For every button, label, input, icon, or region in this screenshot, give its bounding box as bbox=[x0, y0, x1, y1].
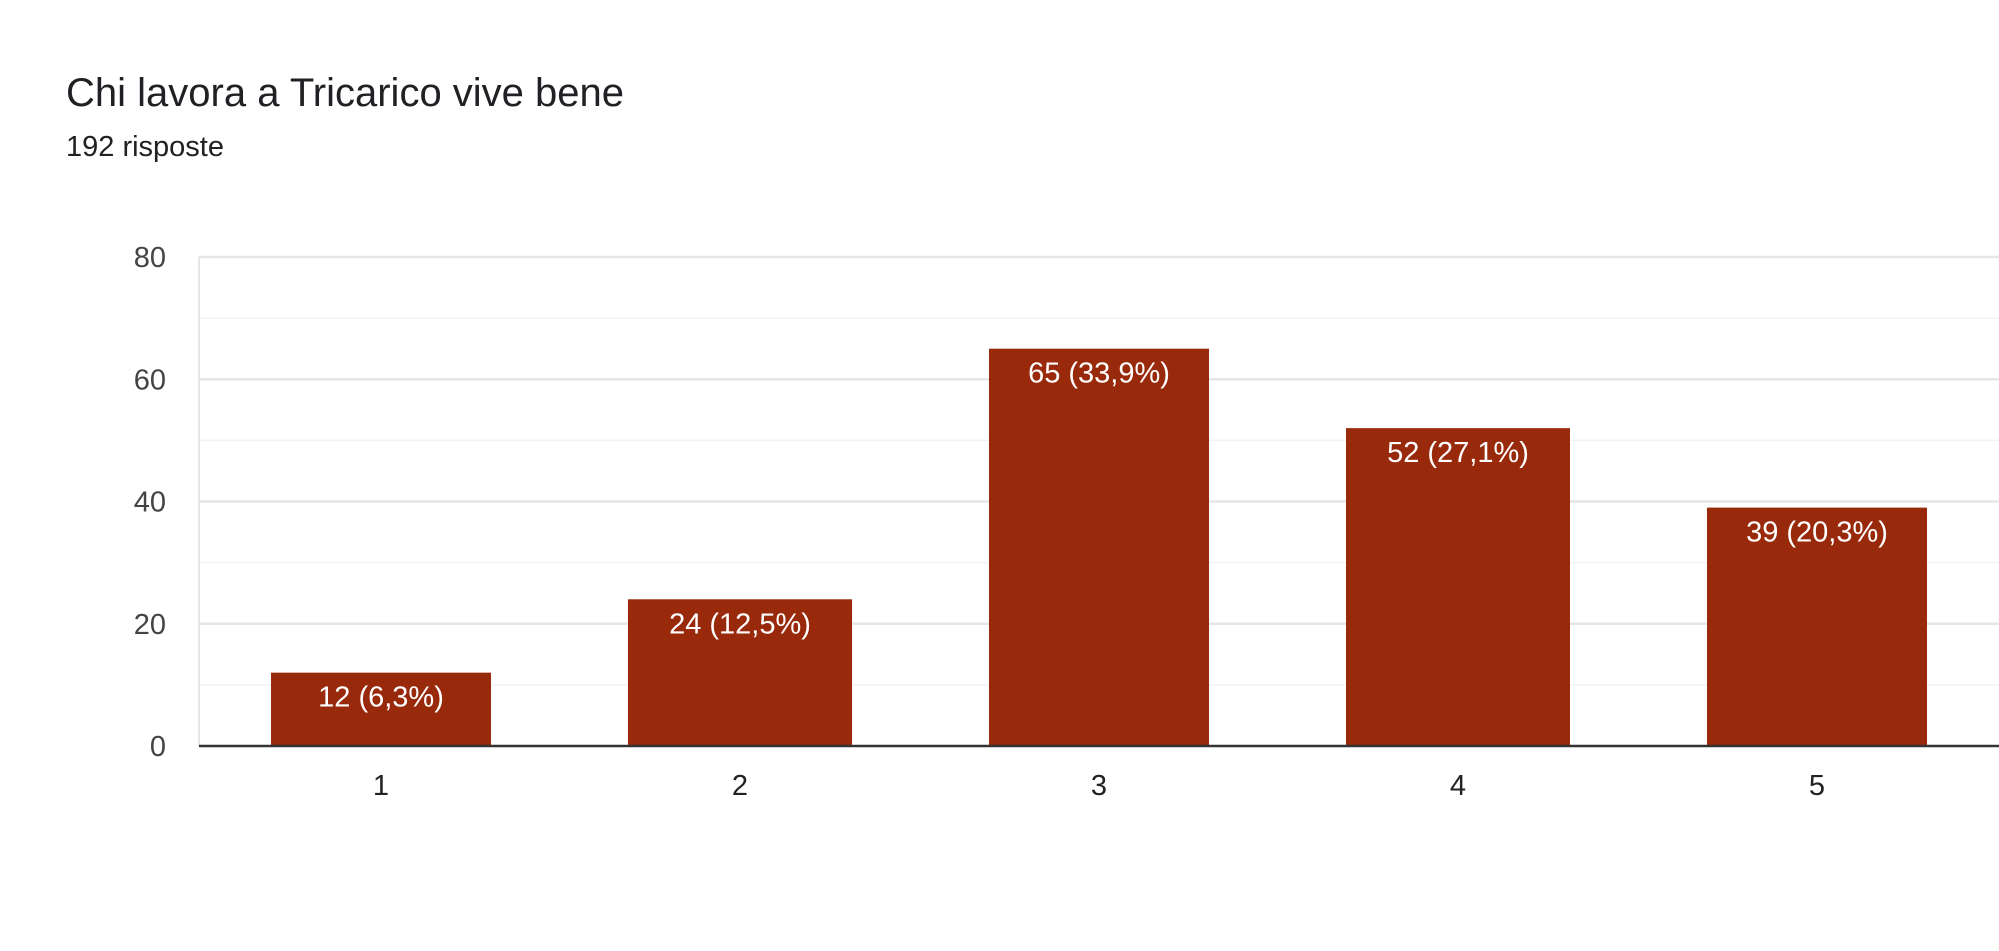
bar-data-label: 12 (6,3%) bbox=[318, 682, 444, 714]
data-labels: 12 (6,3%) 24 (12,5%) 65 (33,9%) 52 (27,1%) 3… bbox=[318, 358, 1888, 714]
bar-data-label: 39 (20,3%) bbox=[1746, 517, 1888, 549]
bar-data-label: 24 (12,5%) bbox=[669, 608, 811, 640]
bar-4 bbox=[1346, 428, 1570, 746]
bar-3 bbox=[989, 348, 1209, 746]
x-category-label: 5 bbox=[1809, 770, 1825, 802]
x-axis: 1 2 3 4 5 bbox=[199, 744, 1999, 802]
bar-2 bbox=[628, 599, 852, 746]
y-tick-label: 40 bbox=[134, 487, 166, 519]
y-tick-label: 20 bbox=[134, 609, 166, 641]
bar-data-label: 52 (27,1%) bbox=[1387, 437, 1529, 469]
bar-5 bbox=[1707, 507, 1927, 746]
bar-data-label: 65 (33,9%) bbox=[1028, 358, 1170, 390]
x-category-label: 3 bbox=[1091, 770, 1107, 802]
y-tick-label: 0 bbox=[150, 731, 166, 763]
y-axis-ticks: 0 20 40 60 80 bbox=[134, 242, 166, 763]
chart-title: Chi lavora a Tricarico vive bene bbox=[66, 71, 625, 115]
x-category-label: 1 bbox=[373, 770, 389, 802]
response-count: 192 risposte bbox=[66, 131, 224, 163]
y-tick-label: 60 bbox=[134, 364, 166, 396]
bars bbox=[271, 348, 1927, 746]
x-category-label: 4 bbox=[1450, 770, 1466, 802]
chart-header: Chi lavora a Tricarico vive bene 192 ris… bbox=[66, 66, 624, 164]
y-tick-label: 80 bbox=[134, 242, 166, 274]
bar-1 bbox=[271, 672, 491, 746]
x-category-label: 2 bbox=[732, 770, 748, 802]
